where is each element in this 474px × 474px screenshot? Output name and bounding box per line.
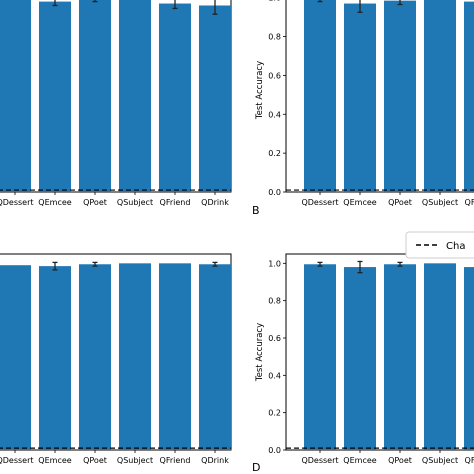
y-tick-label: 0.4 — [268, 110, 281, 119]
bar — [199, 5, 231, 192]
bar — [464, 1, 474, 192]
y-tick-label: 0.6 — [268, 334, 281, 343]
chart-panel-2: QDessert QEmcee QPoet QSubject QFriend 0.0 0.2… — [252, 0, 474, 217]
x-tick-label: QFriend — [160, 456, 191, 465]
x-tick-label: QFriend — [160, 198, 191, 207]
x-tick-label: QPoet — [83, 456, 107, 465]
bar — [464, 267, 474, 450]
chart-panel-1: QDessert QEmcee QPoet QSubject QFriend QDrink — [0, 0, 232, 207]
x-tick-label: QSubject — [422, 456, 458, 465]
chart-panel-3: QDessert QEmcee QPoet QSubject QFriend QDrink — [0, 253, 232, 465]
y-axis-title: Test Accuracy — [255, 323, 265, 382]
bar — [39, 266, 71, 450]
bar — [344, 3, 376, 192]
x-tick-label: QFriend — [465, 198, 474, 207]
x-tick-label: QDrink — [201, 198, 229, 207]
y-tick-label: 0.2 — [268, 409, 281, 418]
bar — [384, 264, 416, 450]
x-tick-label: QDessert — [301, 198, 338, 207]
x-tick-label: QPoet — [388, 198, 412, 207]
bar — [0, 265, 31, 450]
y-tick-label: 0.0 — [268, 188, 281, 197]
legend-box — [405, 231, 474, 259]
bar — [39, 1, 71, 192]
y-tick-label: 0.6 — [268, 71, 281, 80]
x-tick-label: QDrink — [201, 456, 229, 465]
bar — [79, 264, 111, 450]
bar — [304, 0, 336, 192]
bar — [0, 0, 31, 192]
y-axis-title: Test Accuracy — [255, 61, 265, 120]
plot-frame — [0, 253, 232, 451]
bar — [159, 3, 191, 192]
x-tick-label: QDessert — [301, 456, 338, 465]
bar — [384, 0, 416, 193]
panel-label: D — [252, 461, 260, 474]
y-tick-label: 0.2 — [268, 149, 281, 158]
y-tick-label: 1.0 — [268, 0, 281, 3]
x-tick-label: QSubject — [117, 198, 153, 207]
bar — [119, 0, 151, 193]
x-tick-label: QEmcee — [343, 198, 376, 207]
y-tick-label: 0.8 — [268, 297, 281, 306]
bar — [424, 263, 456, 450]
x-tick-label: QPoet — [388, 456, 412, 465]
x-tick-label: QFriend — [465, 456, 474, 465]
bar — [199, 264, 231, 450]
legend: Cha — [405, 231, 474, 259]
x-tick-label: QEmcee — [38, 198, 71, 207]
bar — [304, 264, 336, 450]
bar — [79, 0, 111, 192]
x-tick-label: QSubject — [422, 198, 458, 207]
bar — [424, 0, 456, 193]
x-tick-label: QEmcee — [343, 456, 376, 465]
y-tick-label: 1.0 — [268, 259, 281, 268]
bar — [159, 263, 191, 450]
panel-label: B — [252, 204, 260, 217]
y-tick-label: 0.0 — [268, 446, 281, 455]
x-tick-label: QSubject — [117, 456, 153, 465]
y-tick-label: 0.8 — [268, 33, 281, 42]
x-tick-label: QEmcee — [38, 456, 71, 465]
bar — [119, 263, 151, 450]
y-tick-label: 0.4 — [268, 371, 281, 380]
plot-frame — [0, 0, 232, 193]
x-tick-label: QDessert — [0, 456, 34, 465]
x-tick-label: QDessert — [0, 198, 34, 207]
legend-label: Cha — [446, 241, 465, 252]
bar — [344, 267, 376, 450]
chart-panel-4: QDessert QEmcee QPoet QSubject QFriend 0.0 0.2… — [252, 253, 474, 474]
x-tick-label: QPoet — [83, 198, 107, 207]
